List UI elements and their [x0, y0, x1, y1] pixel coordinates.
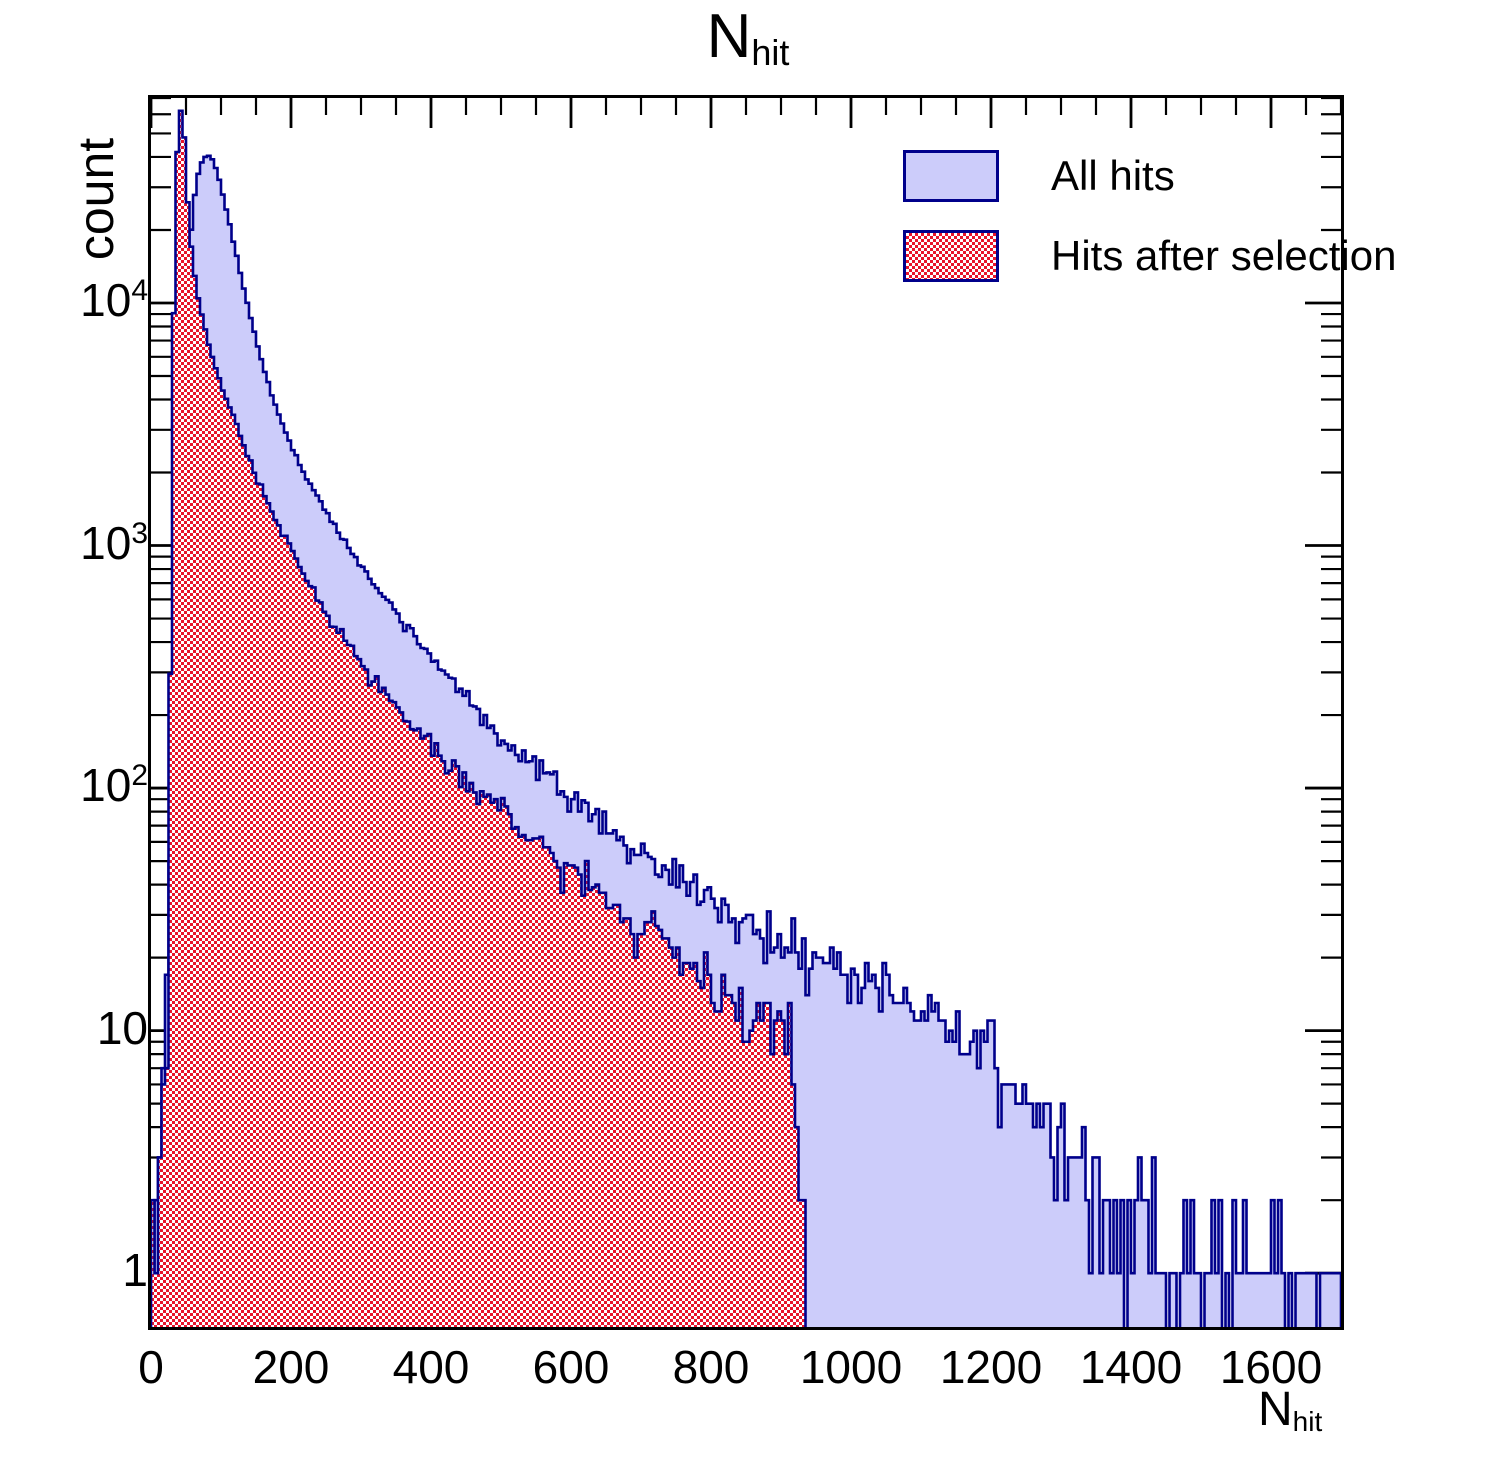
legend-entry[interactable]: Hits after selection [903, 230, 1396, 282]
legend-label: Hits after selection [1051, 232, 1397, 279]
x-tick-label: 800 [672, 1341, 750, 1393]
x-tick-label: 1600 [1219, 1341, 1323, 1393]
y-tick-mantissa: 10 [80, 759, 132, 812]
x-axis-title-base: N [1258, 1383, 1293, 1436]
chart-title: Nhit [0, 6, 1496, 84]
y-tick-label: 104 [80, 273, 148, 327]
chart-title-subscript: hit [751, 32, 790, 73]
series-hits-after-selection [151, 109, 807, 1327]
x-tick-label: 0 [138, 1341, 164, 1393]
x-tick-label: 600 [532, 1341, 610, 1393]
chart-title-base: N [706, 2, 752, 71]
y-tick-mantissa: 10 [80, 273, 132, 326]
x-tick-label: 200 [252, 1341, 330, 1393]
legend-swatch [903, 230, 999, 282]
histogram-series [151, 109, 1341, 1327]
y-tick-exponent: 3 [131, 516, 148, 550]
y-tick-label: 102 [80, 758, 148, 812]
x-tick-label: 1400 [1079, 1341, 1183, 1393]
y-tick-exponent: 2 [131, 759, 148, 793]
x-tick-label: 400 [392, 1341, 470, 1393]
x-axis-title: Nhit [1258, 1382, 1322, 1438]
y-tick-mantissa: 10 [80, 516, 132, 569]
plot-canvas [151, 98, 1341, 1327]
y-tick-label: 103 [80, 516, 148, 570]
y-tick-label: 10 [97, 1001, 148, 1055]
y-tick-mantissa: 1 [122, 1244, 148, 1297]
chart-legend: All hits Hits after selection [903, 150, 1396, 285]
legend-entry[interactable]: All hits [903, 150, 1175, 202]
legend-swatch [903, 150, 999, 202]
legend-label: All hits [1051, 152, 1175, 199]
x-tick-label: 1200 [939, 1341, 1043, 1393]
y-tick-label: 1 [122, 1243, 148, 1297]
x-tick-label: 1000 [799, 1341, 903, 1393]
y-tick-mantissa: 10 [96, 1001, 148, 1054]
plot-frame [148, 95, 1344, 1330]
x-axis-title-subscript: hit [1292, 1406, 1323, 1437]
y-tick-exponent: 4 [131, 273, 148, 307]
